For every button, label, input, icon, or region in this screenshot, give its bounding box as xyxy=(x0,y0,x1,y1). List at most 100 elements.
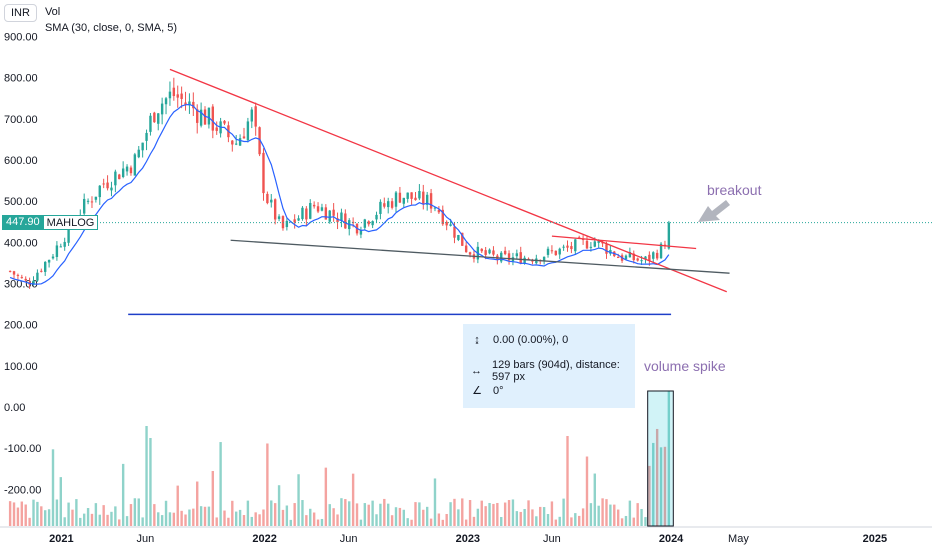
volume-bar xyxy=(515,511,519,526)
candle-body xyxy=(390,201,394,208)
candle-body xyxy=(410,192,413,199)
volume-bar xyxy=(500,517,503,526)
volume-bar xyxy=(75,499,78,526)
volume-bar xyxy=(488,502,491,526)
volume-bar xyxy=(141,517,144,526)
candle-body xyxy=(231,140,234,145)
candle-body xyxy=(82,198,86,214)
volume-bar xyxy=(461,498,464,526)
candle-body xyxy=(157,113,160,124)
volume-bar xyxy=(324,467,328,526)
volume-bar xyxy=(566,436,569,526)
volume-bar xyxy=(82,513,86,526)
volume-bar xyxy=(125,516,129,526)
volume-bar xyxy=(149,438,152,526)
volume-bar xyxy=(106,514,109,526)
trendlines[interactable] xyxy=(169,68,730,293)
candle-body xyxy=(184,102,187,105)
candle-body xyxy=(371,221,374,226)
candle-body xyxy=(589,246,593,248)
volume-bar xyxy=(234,511,238,526)
chart-legend: INR Vol SMA (30, close, 0, SMA, 5) xyxy=(4,4,177,36)
candle-body xyxy=(597,239,600,243)
currency-badge[interactable]: INR xyxy=(4,4,37,22)
volume-bar xyxy=(94,503,98,526)
volume-bar xyxy=(301,500,304,526)
volume-bar xyxy=(215,517,218,526)
volume-bar xyxy=(110,511,113,526)
candle-body xyxy=(262,152,265,194)
volume-bar xyxy=(336,514,339,526)
y-tick-label: 500.00 xyxy=(4,196,38,208)
volume-bar xyxy=(227,517,230,526)
x-tick-label: Jun xyxy=(340,533,358,545)
volume-bar xyxy=(90,513,94,526)
candle-body xyxy=(519,252,522,264)
breakout-annotation[interactable]: breakout xyxy=(707,182,762,198)
volume-bar xyxy=(453,498,456,526)
x-tick-label: 2022 xyxy=(252,533,276,545)
candle-body xyxy=(118,174,121,180)
candle-body xyxy=(8,270,12,272)
volume-bar xyxy=(425,506,429,526)
volume-bar xyxy=(648,465,651,526)
candle-body xyxy=(558,248,561,255)
volume-bar xyxy=(371,500,374,526)
candle-body xyxy=(164,98,168,105)
volume-bar xyxy=(231,500,234,526)
candle-body xyxy=(441,209,444,225)
volume-bar xyxy=(367,504,370,526)
volume-bar xyxy=(102,505,105,526)
trendline-short-term xyxy=(551,235,697,250)
volume-bar xyxy=(640,509,643,526)
volume-bar xyxy=(457,509,460,526)
candle-body xyxy=(574,239,577,252)
volume-bar xyxy=(24,504,27,526)
candle-body xyxy=(266,193,269,204)
candle-body xyxy=(223,120,226,124)
candle-body xyxy=(344,213,347,229)
volume-bar xyxy=(597,505,600,526)
volume-bar xyxy=(539,506,542,526)
candle-body xyxy=(160,103,164,115)
volume-bar xyxy=(503,502,507,526)
candle-body xyxy=(246,121,250,141)
volume-spike-box[interactable] xyxy=(647,390,674,527)
candle-body xyxy=(47,259,51,263)
candle-body xyxy=(387,201,390,208)
price-line xyxy=(76,200,932,224)
volume-bar xyxy=(546,514,550,526)
volume-bar xyxy=(176,485,179,526)
y-tick-label: -200.00 xyxy=(4,484,41,496)
volume-bar xyxy=(137,498,140,526)
candle-body xyxy=(94,196,98,200)
volume-bar xyxy=(616,509,620,526)
candle-body xyxy=(12,271,16,275)
candle-body xyxy=(141,142,144,151)
candle-body xyxy=(16,274,20,276)
x-tick-label: Jun xyxy=(137,533,155,545)
volume-bar xyxy=(554,519,558,526)
candle-body xyxy=(63,241,66,247)
volume-bar xyxy=(589,503,593,526)
volume-bar xyxy=(418,502,421,526)
volume-bar xyxy=(414,502,417,526)
volume-spike-annotation[interactable]: volume spike xyxy=(644,358,726,374)
volume-bar xyxy=(652,442,655,526)
y-tick-label: -100.00 xyxy=(4,443,41,455)
volume-bar xyxy=(422,509,425,526)
candle-body xyxy=(375,214,378,220)
volume-bar xyxy=(266,443,269,526)
volume-bar xyxy=(172,512,176,526)
candle-body xyxy=(515,253,519,257)
volume-bar xyxy=(219,442,222,526)
candle-body xyxy=(254,106,257,127)
candle-body xyxy=(659,243,663,259)
volume-bar xyxy=(67,502,70,526)
candle-body xyxy=(320,207,324,211)
volume-bar xyxy=(480,500,483,526)
candle-body xyxy=(445,221,448,226)
volume-bar xyxy=(160,515,164,526)
candle-body xyxy=(234,143,238,145)
